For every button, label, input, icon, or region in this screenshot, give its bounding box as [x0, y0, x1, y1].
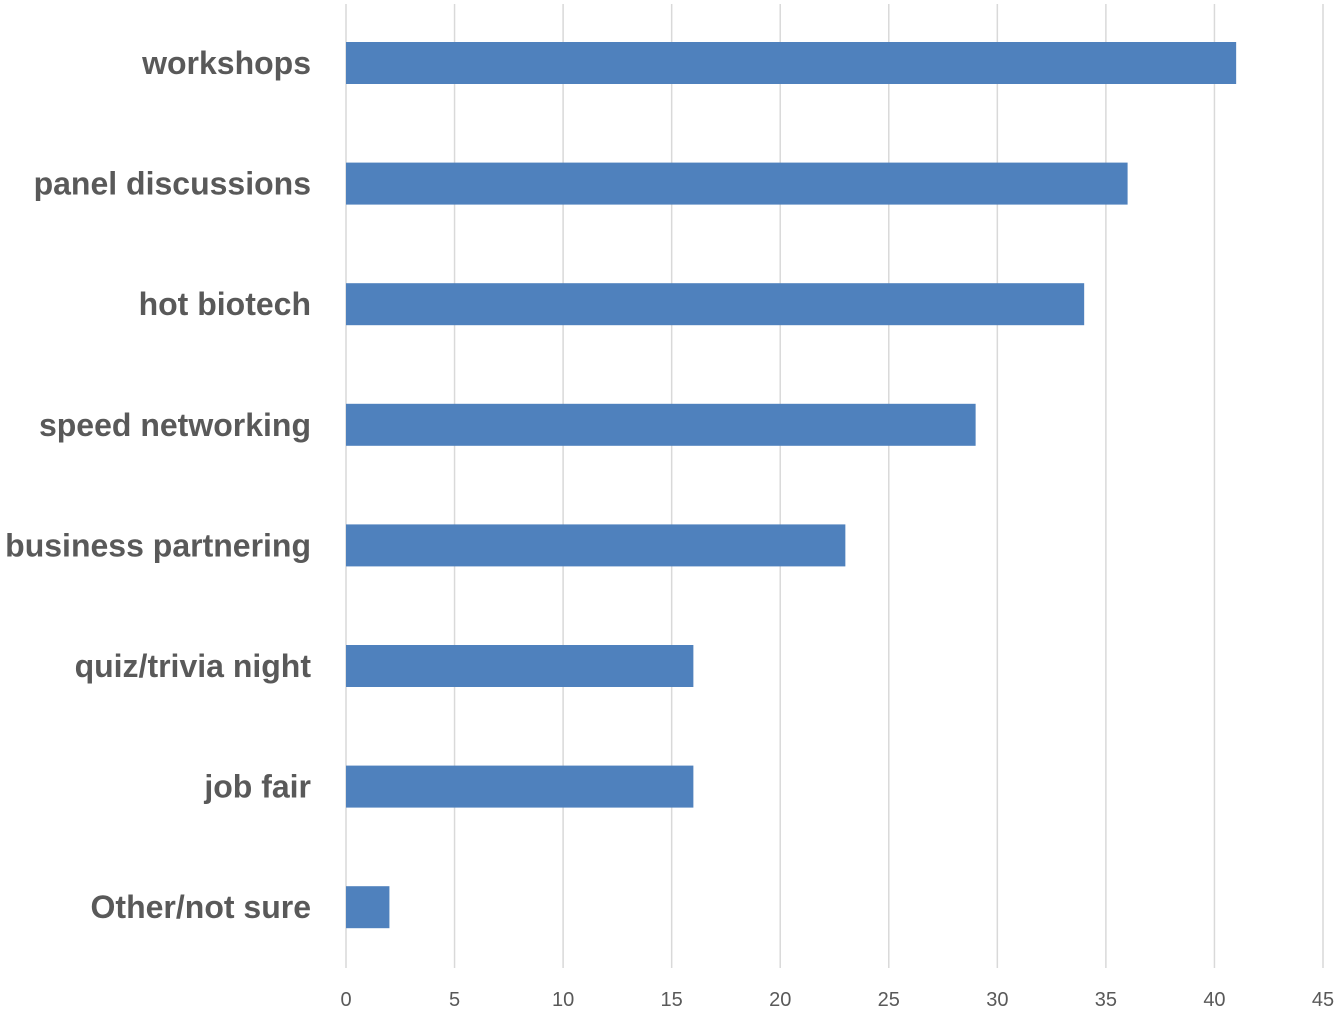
x-tick-label: 10: [552, 989, 574, 1011]
category-label: speed networking: [39, 407, 311, 443]
bar: [346, 645, 694, 687]
x-tick-label: 0: [340, 989, 351, 1011]
x-tick-label: 30: [986, 989, 1008, 1011]
bar: [346, 162, 1128, 205]
category-label: Other/not sure: [91, 889, 311, 925]
x-axis-tick-labels: 0 5 10 15 20 25 30 35 40 45: [340, 989, 1334, 1011]
bar: [346, 765, 694, 808]
x-tick-label: 20: [769, 989, 791, 1011]
category-labels: workshops panel discussions hot biotech spe…: [5, 45, 311, 925]
category-label: workshops: [141, 45, 311, 81]
bar: [346, 403, 976, 446]
x-tick-label: 5: [449, 989, 460, 1011]
x-tick-label: 25: [878, 989, 900, 1011]
x-tick-label: 15: [661, 989, 683, 1011]
bars: [346, 42, 1237, 929]
category-label: panel discussions: [34, 166, 311, 202]
x-tick-label: 40: [1203, 989, 1225, 1011]
bar: [346, 283, 1085, 326]
x-tick-label: 45: [1312, 989, 1334, 1011]
x-tick-label: 35: [1095, 989, 1117, 1011]
bar: [346, 524, 846, 567]
category-label: job fair: [203, 769, 311, 805]
category-label: quiz/trivia night: [75, 648, 312, 684]
category-label: hot biotech: [139, 286, 311, 322]
category-label: business partnering: [5, 527, 311, 563]
bar: [346, 42, 1237, 84]
gridlines: [345, 4, 1324, 968]
bar: [346, 886, 390, 929]
